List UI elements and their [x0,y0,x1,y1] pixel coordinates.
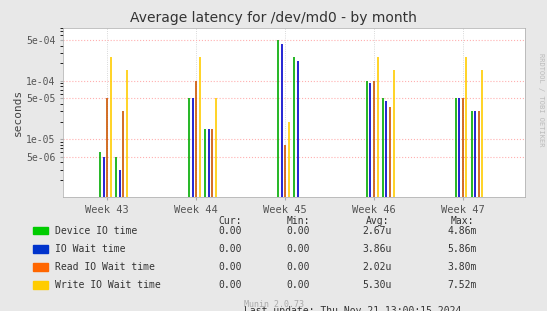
Text: RRDTOOL / TOBI OETIKER: RRDTOOL / TOBI OETIKER [538,53,544,146]
Text: IO Wait time: IO Wait time [55,244,125,254]
Text: 2.67u: 2.67u [363,226,392,236]
Y-axis label: seconds: seconds [13,89,23,136]
Text: 5.30u: 5.30u [363,280,392,290]
Text: Device IO time: Device IO time [55,226,137,236]
Text: Read IO Wait time: Read IO Wait time [55,262,155,272]
Text: Write IO Wait time: Write IO Wait time [55,280,160,290]
Text: Average latency for /dev/md0 - by month: Average latency for /dev/md0 - by month [130,11,417,25]
Text: 0.00: 0.00 [218,280,241,290]
Text: 0.00: 0.00 [287,244,310,254]
Text: 2.02u: 2.02u [363,262,392,272]
Text: 0.00: 0.00 [218,262,241,272]
Text: 4.86m: 4.86m [447,226,477,236]
Text: 0.00: 0.00 [218,244,241,254]
Text: Avg:: Avg: [366,216,389,226]
Text: 0.00: 0.00 [218,226,241,236]
Text: 0.00: 0.00 [287,262,310,272]
Text: Munin 2.0.73: Munin 2.0.73 [243,300,304,309]
Text: 3.80m: 3.80m [447,262,477,272]
Text: Min:: Min: [287,216,310,226]
Text: Cur:: Cur: [218,216,241,226]
Text: 5.86m: 5.86m [447,244,477,254]
Text: 0.00: 0.00 [287,226,310,236]
Text: Last update: Thu Nov 21 13:00:15 2024: Last update: Thu Nov 21 13:00:15 2024 [244,306,462,311]
Text: Max:: Max: [451,216,474,226]
Text: 0.00: 0.00 [287,280,310,290]
Text: 7.52m: 7.52m [447,280,477,290]
Text: 3.86u: 3.86u [363,244,392,254]
